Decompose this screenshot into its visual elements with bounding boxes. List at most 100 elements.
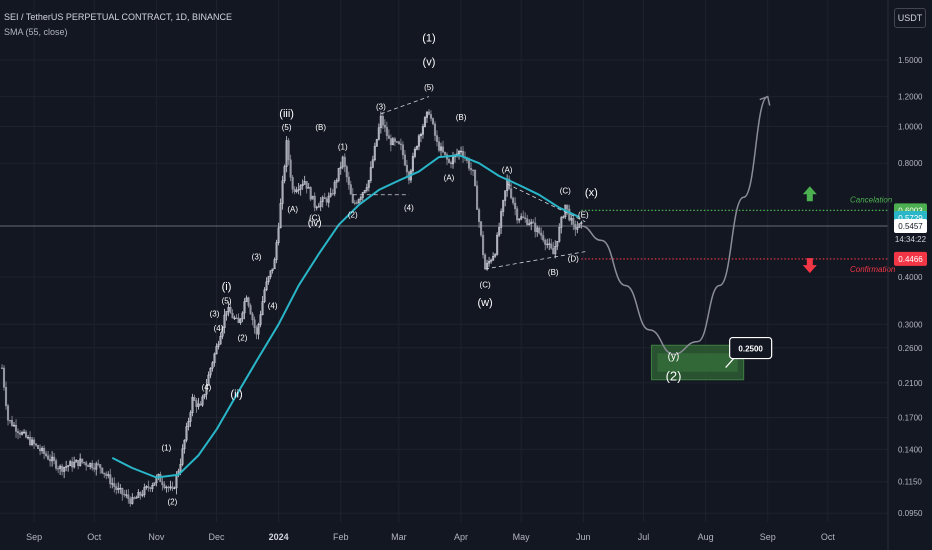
- candle-body: [369, 167, 372, 181]
- candle-body: [27, 436, 30, 439]
- candle-body: [385, 127, 388, 136]
- candle-body: [143, 487, 146, 496]
- candle-body: [562, 216, 565, 218]
- candle-body: [488, 261, 491, 264]
- candle-body: [133, 497, 136, 499]
- candle-body: [321, 197, 324, 202]
- candle-body: [470, 168, 473, 171]
- candle-body: [546, 243, 549, 246]
- x-tick-label: Nov: [148, 532, 165, 542]
- indicator-label[interactable]: SMA (55, close): [4, 27, 68, 37]
- wave-label: (D): [568, 254, 579, 263]
- candle-body: [171, 486, 174, 489]
- candle-body: [530, 221, 533, 225]
- y-tick-label: 0.3000: [898, 320, 923, 329]
- candle-body: [79, 458, 82, 466]
- candle-body: [472, 169, 475, 172]
- candle-body: [576, 227, 579, 230]
- wave-label: (ii): [230, 389, 242, 401]
- candle-body: [281, 180, 284, 204]
- candle-body: [229, 306, 232, 314]
- y-tick-label: 0.4000: [898, 273, 923, 282]
- candle-body: [269, 270, 272, 277]
- candle-body: [474, 170, 477, 187]
- candle-body: [427, 111, 431, 115]
- candle-body: [451, 156, 455, 165]
- wave-label: (A): [502, 166, 513, 175]
- candle-body: [243, 301, 246, 314]
- candle-body: [233, 317, 236, 320]
- candle-body: [245, 297, 248, 302]
- candle-body: [257, 324, 260, 335]
- wave-label: (4): [268, 302, 278, 311]
- candle-body: [389, 138, 392, 146]
- candle-body: [347, 176, 350, 185]
- candle-body: [329, 193, 332, 197]
- x-tick-label: Feb: [333, 532, 349, 542]
- candle-body: [129, 498, 132, 504]
- price-badge: [894, 219, 927, 234]
- channel-line: [506, 183, 586, 223]
- candle-body: [41, 447, 44, 452]
- candle-body: [478, 209, 481, 222]
- candle-body: [566, 204, 569, 210]
- candle-body: [305, 181, 308, 189]
- candle-body: [299, 185, 302, 190]
- candle-body: [75, 459, 78, 463]
- candle-body: [289, 159, 292, 178]
- candle-body: [71, 461, 74, 468]
- candle-body: [169, 486, 172, 489]
- candle-body: [12, 424, 16, 427]
- candle-body: [183, 439, 186, 450]
- candle-body: [421, 126, 425, 135]
- price-axis[interactable]: 1.5000 1.2000 1.0000 0.8000 0.4000 0.3000 0.26…: [898, 56, 923, 518]
- candle-body: [125, 494, 128, 496]
- candle-body: [323, 197, 326, 200]
- candle-body: [560, 217, 563, 228]
- candle-body: [241, 312, 244, 320]
- candle-body: [307, 187, 310, 189]
- candle-body: [275, 242, 278, 260]
- channel-line: [485, 251, 586, 270]
- candle-body: [401, 144, 404, 156]
- candle-body: [217, 343, 220, 347]
- cancelation-label: Cancelation: [850, 195, 893, 204]
- channel-line: [380, 96, 430, 115]
- wave-label: (3): [252, 253, 262, 262]
- candle-body: [131, 497, 134, 504]
- signal-arrows: [802, 186, 817, 274]
- candle-body: [261, 301, 264, 315]
- candle-body: [301, 183, 304, 186]
- wave-label: (2): [238, 333, 248, 342]
- candle-body: [510, 188, 513, 199]
- candle-body: [179, 464, 182, 472]
- candle-body: [411, 156, 414, 172]
- wave-label: (3): [376, 102, 386, 111]
- candle-body: [99, 464, 102, 469]
- candle-body: [399, 143, 402, 145]
- candle-body: [413, 148, 416, 157]
- candle-body: [520, 216, 523, 220]
- candle-body: [31, 439, 34, 445]
- candle-body: [55, 460, 58, 469]
- time-axis[interactable]: Sep Oct Nov Dec 2024 Feb Mar Apr May Jun Jul Aug Sep…: [26, 532, 835, 542]
- candle-body: [534, 222, 537, 232]
- candle-body: [504, 190, 507, 201]
- sma-line: [111, 154, 580, 479]
- candle-body: [211, 362, 214, 369]
- currency-button[interactable]: USDT: [894, 8, 926, 28]
- candle-body: [359, 197, 362, 200]
- y-tick-label: 0.1400: [898, 445, 923, 454]
- candle-body: [153, 482, 156, 486]
- wave-label: (2): [167, 498, 177, 507]
- candle-body: [213, 353, 216, 364]
- wave-label: (B): [315, 123, 326, 132]
- candle-body: [147, 486, 150, 489]
- candle-body: [331, 193, 334, 195]
- candle-body: [441, 146, 445, 153]
- candle-body: [20, 432, 24, 435]
- candle-body: [39, 448, 42, 452]
- candle-body: [568, 208, 571, 221]
- y-tick-label: 0.8000: [898, 159, 923, 168]
